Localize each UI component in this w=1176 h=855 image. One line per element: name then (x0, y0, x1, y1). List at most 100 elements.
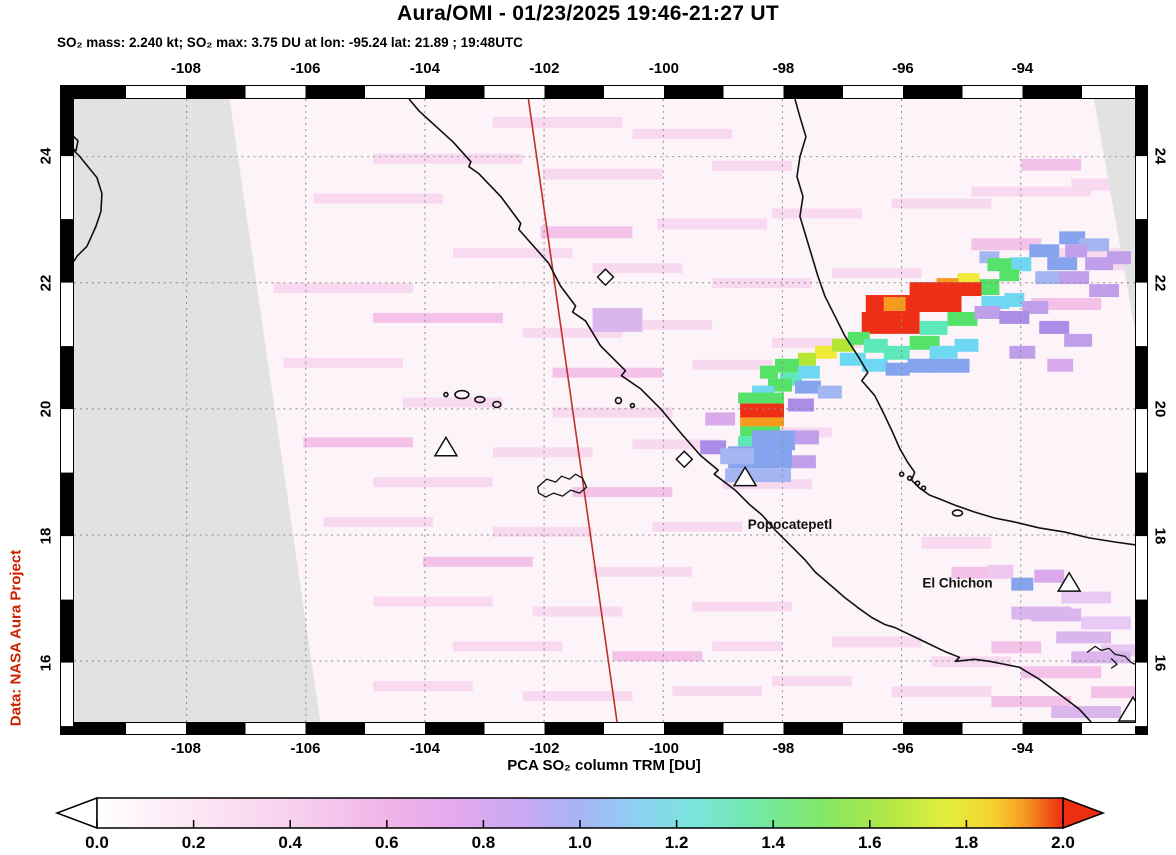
so2-faint-streak (931, 656, 1012, 668)
so2-faint-streak (492, 116, 623, 128)
colorbar-tick-label: 0.6 (375, 833, 399, 852)
so2-faint-streak (522, 691, 633, 702)
volcano-triangle-marker (1056, 571, 1082, 592)
map-frame: Popocatepetl El Chichon (60, 85, 1148, 735)
colorbar-svg: 0.0 0.2 0.4 0.6 0.8 1.0 1.2 1.4 1.6 1.8 2.0 (54, 796, 1106, 852)
so2-faint-streak (971, 186, 1092, 197)
so2-plume-cell (863, 338, 888, 353)
so2-plume-cell (775, 358, 799, 373)
so2-plume-cell (752, 430, 795, 451)
diamond-marker (596, 268, 615, 287)
inland-lake (537, 473, 588, 498)
lon-tick-label: -108 (170, 740, 201, 757)
so2-faint-streak (657, 218, 768, 230)
so2-plume-cell (1039, 320, 1070, 334)
lon-tick-label: -106 (290, 60, 321, 77)
so2-faint-streak (1031, 298, 1102, 310)
lat-tick-label: 22 (1151, 274, 1169, 291)
so2-plume-cell (740, 417, 784, 427)
coastline-baja-tip (74, 150, 103, 262)
so2-faint-streak (540, 226, 633, 239)
so2-plume-layer (700, 231, 1132, 591)
lon-tick-label: -104 (409, 740, 440, 757)
colorbar-tick-label: 1.8 (955, 833, 979, 852)
so2-plume-cell (974, 306, 1001, 319)
so2-faint-streak (1021, 158, 1082, 171)
so2-plume-cell (1034, 569, 1065, 583)
so2-faint-streak (532, 606, 623, 617)
so2-plume-cell (987, 258, 1012, 272)
lat-tick-label: 16 (1151, 654, 1169, 672)
lon-tick-label: -98 (772, 60, 795, 77)
so2-faint-streak (423, 556, 533, 567)
so2-plume-cell (839, 352, 866, 366)
so2-plume-cell (1065, 244, 1088, 258)
so2-faint-streak (1081, 616, 1132, 630)
so2-faint-streak (1056, 631, 1112, 644)
so2-faint-streak (971, 238, 1042, 251)
so2-plume-cell (1011, 577, 1034, 591)
so2-faint-streak (373, 477, 493, 488)
so2-faint-streak (323, 516, 433, 527)
so2-faint-streak (712, 160, 792, 171)
so2-faint-streak (991, 641, 1042, 654)
colorbar-tick-label: 0.0 (85, 833, 109, 852)
so2-faint-streak (1051, 706, 1122, 719)
so2-faint-streak (452, 641, 563, 652)
so2-plume-cell (1047, 358, 1074, 372)
so2-faint-streak (632, 128, 733, 139)
so2-faint-streak (373, 596, 493, 607)
islas-marias-island (474, 395, 486, 404)
colorbar-left-arrow (54, 796, 98, 830)
so2-plume-cell (1047, 257, 1078, 271)
so2-faint-streak (373, 153, 523, 164)
so2-faint-streaks-layer (273, 116, 1135, 719)
graticule-layer (74, 99, 1135, 722)
so2-plume-cell (883, 297, 906, 311)
lon-tick-label: -102 (529, 60, 560, 77)
lon-tick-label: -100 (648, 60, 679, 77)
colorbar: 0.0 0.2 0.4 0.6 0.8 1.0 1.2 1.4 1.6 1.8 2.0 (40, 786, 1150, 855)
so2-faint-streak (542, 168, 663, 180)
so2-faint-streak (772, 676, 852, 687)
so2-faint-streak (1071, 651, 1132, 664)
so2-plume-cell (987, 564, 1014, 578)
so2-plume-cell (797, 365, 820, 379)
so2-faint-streak (1091, 686, 1135, 699)
lat-tick-label: 22 (37, 274, 55, 291)
coastline-gulf (794, 99, 1135, 546)
lat-tick-label: 24 (37, 147, 55, 165)
diamond-marker (675, 450, 694, 469)
lat-tick-label: 24 (1151, 147, 1169, 165)
so2-faint-streak (652, 521, 743, 532)
colorbar-title: PCA SO₂ column TRM [DU] (507, 757, 701, 774)
so2-faint-streak (552, 407, 673, 418)
so2-faint-streak (672, 686, 763, 697)
so2-plume-cell (954, 338, 979, 352)
lon-tick-label: -108 (170, 60, 201, 77)
so2-plume-cell (1035, 271, 1062, 285)
volcano-triangle-marker (433, 435, 459, 457)
orbit-edge-red-line (527, 99, 618, 722)
so2-plume-cell (947, 311, 978, 326)
tehuantepec-lagoon (1086, 645, 1135, 669)
islas-marias-island (492, 400, 502, 409)
so2-faint-streak (1021, 666, 1102, 679)
islas-marias-island (454, 389, 470, 400)
colorbar-tick-label: 0.8 (472, 833, 496, 852)
colorbar-tick-label: 1.4 (761, 833, 785, 852)
so2-plume-cell (787, 398, 814, 412)
page-title: Aura/OMI - 01/23/2025 19:46-21:27 UT (397, 2, 779, 25)
so2-faint-streak (831, 268, 922, 279)
so2-faint-streak (612, 651, 703, 662)
lat-tick-label: 20 (37, 401, 55, 418)
lon-tick-label: -94 (1011, 740, 1034, 757)
so2-faint-streak (1061, 591, 1112, 604)
so2-plume-cell (740, 403, 784, 418)
colorbar-tick-label: 2.0 (1051, 833, 1075, 852)
colorbar-tick-label: 1.6 (858, 833, 882, 852)
so2-plume-cell (700, 440, 727, 455)
so2-faint-streak (273, 283, 414, 294)
small-island (614, 396, 623, 405)
